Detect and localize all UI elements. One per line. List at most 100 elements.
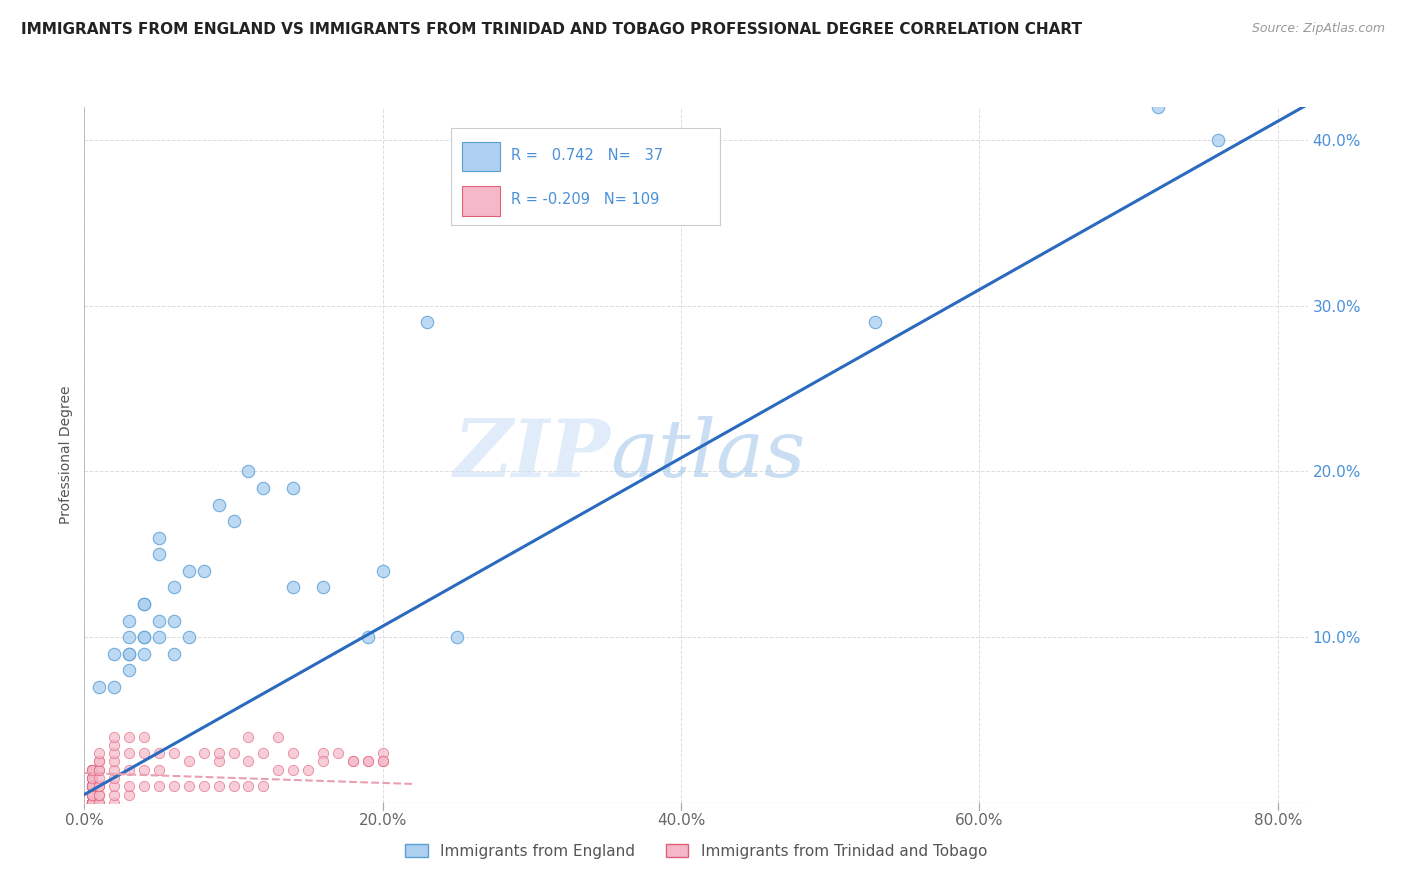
Point xyxy=(80,771,103,785)
Point xyxy=(148,614,170,628)
Point xyxy=(283,481,305,495)
Point xyxy=(252,746,274,760)
Point xyxy=(283,746,305,760)
Point xyxy=(177,755,200,769)
Point xyxy=(80,788,103,802)
Point xyxy=(863,315,886,329)
Point xyxy=(118,746,141,760)
Text: Source: ZipAtlas.com: Source: ZipAtlas.com xyxy=(1251,22,1385,36)
Point xyxy=(148,547,170,561)
Point xyxy=(148,531,170,545)
Point xyxy=(103,763,125,777)
Point xyxy=(89,788,111,802)
Text: ZIP: ZIP xyxy=(454,417,610,493)
Point xyxy=(80,779,103,793)
Point xyxy=(80,796,103,810)
Point xyxy=(80,796,103,810)
Point xyxy=(371,564,394,578)
Text: atlas: atlas xyxy=(610,417,806,493)
Point xyxy=(80,796,103,810)
Point xyxy=(118,788,141,802)
Point xyxy=(132,730,155,744)
Point xyxy=(80,796,103,810)
Point xyxy=(89,779,111,793)
Point xyxy=(118,763,141,777)
Point xyxy=(80,788,103,802)
Point xyxy=(283,763,305,777)
Point xyxy=(89,788,111,802)
Point xyxy=(132,597,155,611)
Y-axis label: Professional Degree: Professional Degree xyxy=(59,385,73,524)
Point xyxy=(103,779,125,793)
Point xyxy=(103,730,125,744)
Point xyxy=(193,746,215,760)
Point xyxy=(103,647,125,661)
Point xyxy=(89,755,111,769)
Point xyxy=(148,779,170,793)
Point xyxy=(80,771,103,785)
Point xyxy=(118,730,141,744)
Point xyxy=(103,738,125,752)
Point xyxy=(80,796,103,810)
Point xyxy=(207,746,229,760)
Point xyxy=(163,614,186,628)
Point xyxy=(163,647,186,661)
Point xyxy=(238,779,260,793)
Point xyxy=(80,779,103,793)
Point xyxy=(207,755,229,769)
Point xyxy=(238,730,260,744)
Point xyxy=(357,755,380,769)
Point xyxy=(80,796,103,810)
Point xyxy=(207,498,229,512)
Point xyxy=(103,755,125,769)
Point xyxy=(238,755,260,769)
Point xyxy=(80,771,103,785)
Point xyxy=(80,771,103,785)
Point xyxy=(80,788,103,802)
Point xyxy=(132,597,155,611)
Point xyxy=(80,779,103,793)
Point xyxy=(80,796,103,810)
Point xyxy=(222,514,245,528)
Point xyxy=(80,779,103,793)
Point xyxy=(80,779,103,793)
Point xyxy=(132,746,155,760)
Point xyxy=(283,581,305,595)
Point xyxy=(80,788,103,802)
Point xyxy=(89,763,111,777)
Point xyxy=(342,755,364,769)
Point xyxy=(80,779,103,793)
Point xyxy=(177,564,200,578)
Point xyxy=(222,779,245,793)
Point xyxy=(80,796,103,810)
Point xyxy=(80,796,103,810)
Point xyxy=(148,746,170,760)
Point xyxy=(118,647,141,661)
Point xyxy=(357,755,380,769)
Point xyxy=(89,680,111,694)
Point xyxy=(118,779,141,793)
Point xyxy=(163,581,186,595)
Point xyxy=(177,779,200,793)
Point xyxy=(80,779,103,793)
Point xyxy=(342,755,364,769)
Point xyxy=(207,779,229,793)
Point xyxy=(371,755,394,769)
Point xyxy=(80,779,103,793)
Point xyxy=(118,663,141,677)
Point xyxy=(80,763,103,777)
Point xyxy=(89,746,111,760)
Point xyxy=(103,746,125,760)
Legend: Immigrants from England, Immigrants from Trinidad and Tobago: Immigrants from England, Immigrants from… xyxy=(399,838,993,864)
Point xyxy=(80,788,103,802)
Point xyxy=(89,796,111,810)
Point xyxy=(297,763,319,777)
Point xyxy=(1206,133,1229,147)
Point xyxy=(238,465,260,479)
Point xyxy=(103,771,125,785)
Point xyxy=(89,755,111,769)
Text: IMMIGRANTS FROM ENGLAND VS IMMIGRANTS FROM TRINIDAD AND TOBAGO PROFESSIONAL DEGR: IMMIGRANTS FROM ENGLAND VS IMMIGRANTS FR… xyxy=(21,22,1083,37)
Point xyxy=(103,788,125,802)
Point xyxy=(132,647,155,661)
Point xyxy=(80,796,103,810)
